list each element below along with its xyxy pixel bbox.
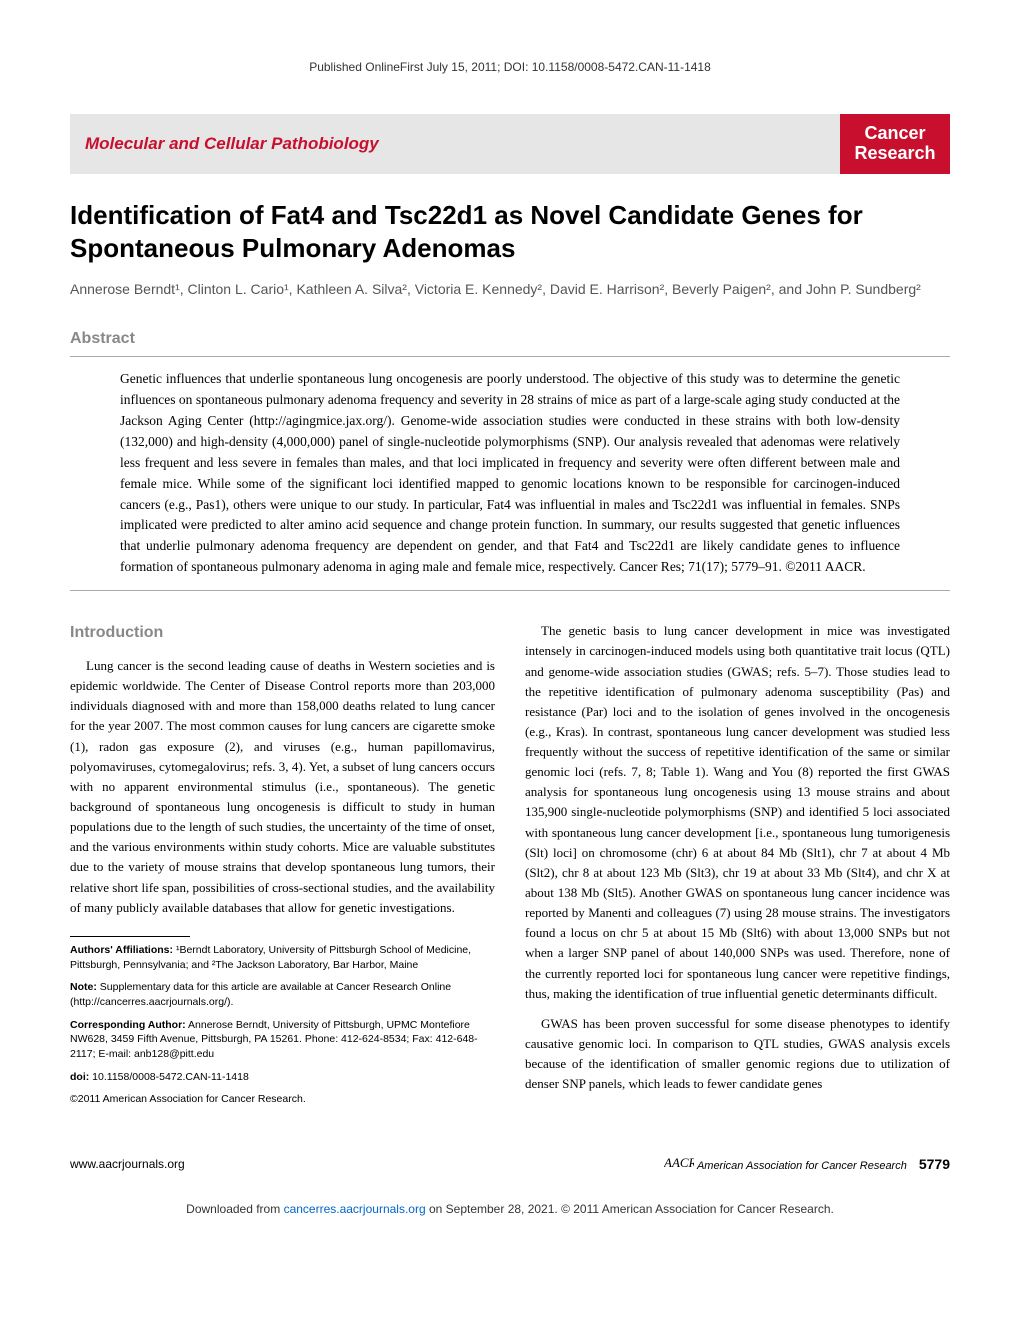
footnote-corresponding: Corresponding Author: Annerose Berndt, U… bbox=[70, 1018, 495, 1062]
journal-badge-line1: Cancer bbox=[864, 124, 925, 144]
left-column: Introduction Lung cancer is the second l… bbox=[70, 621, 495, 1115]
right-paragraph-1: The genetic basis to lung cancer develop… bbox=[525, 621, 950, 1004]
footnote-note-text: Supplementary data for this article are … bbox=[70, 981, 451, 1008]
aacr-logo-icon: AACR bbox=[664, 1155, 694, 1169]
download-notice: Downloaded from cancerres.aacrjournals.o… bbox=[70, 1202, 950, 1216]
footer-right: AACR American Association for Cancer Res… bbox=[664, 1155, 950, 1172]
footnote-affiliations: Authors' Affiliations: ¹Berndt Laborator… bbox=[70, 943, 495, 972]
download-notice-link[interactable]: cancerres.aacrjournals.org bbox=[284, 1202, 426, 1216]
footer-url: www.aacrjournals.org bbox=[70, 1157, 185, 1171]
page-number: 5779 bbox=[919, 1156, 950, 1172]
abstract-heading: Abstract bbox=[70, 330, 950, 348]
introduction-heading: Introduction bbox=[70, 621, 495, 646]
abstract-text: Genetic influences that underlie spontan… bbox=[70, 369, 950, 578]
aacr-logo-text: American Association for Cancer Research bbox=[697, 1160, 907, 1172]
svg-text:AACR: AACR bbox=[664, 1155, 694, 1169]
section-bar: Molecular and Cellular Pathobiology Canc… bbox=[70, 114, 950, 174]
footnote-note: Note: Supplementary data for this articl… bbox=[70, 980, 495, 1009]
footnote-rule bbox=[70, 936, 190, 937]
journal-badge-line2: Research bbox=[854, 144, 935, 164]
author-list: Annerose Berndt¹, Clinton L. Cario¹, Kat… bbox=[70, 279, 950, 300]
abstract-rule-bottom bbox=[70, 590, 950, 591]
page-footer: www.aacrjournals.org AACR American Assoc… bbox=[70, 1155, 950, 1172]
footnote-doi-text: 10.1158/0008-5472.CAN-11-1418 bbox=[89, 1071, 249, 1083]
footnote-corresponding-label: Corresponding Author: bbox=[70, 1019, 186, 1031]
two-column-body: Introduction Lung cancer is the second l… bbox=[70, 621, 950, 1115]
download-notice-suffix: on September 28, 2021. © 2011 American A… bbox=[426, 1202, 834, 1216]
footnote-doi: doi: 10.1158/0008-5472.CAN-11-1418 bbox=[70, 1070, 495, 1085]
footnote-copyright: ©2011 American Association for Cancer Re… bbox=[70, 1092, 495, 1107]
footnote-note-label: Note: bbox=[70, 981, 97, 993]
intro-paragraph-1: Lung cancer is the second leading cause … bbox=[70, 656, 495, 918]
footnote-affiliations-label: Authors' Affiliations: bbox=[70, 944, 173, 956]
abstract-rule-top bbox=[70, 356, 950, 357]
right-column: The genetic basis to lung cancer develop… bbox=[525, 621, 950, 1115]
page-container: Published OnlineFirst July 15, 2011; DOI… bbox=[0, 0, 1020, 1256]
right-paragraph-2: GWAS has been proven successful for some… bbox=[525, 1014, 950, 1095]
journal-badge: Cancer Research bbox=[840, 114, 950, 174]
download-notice-prefix: Downloaded from bbox=[186, 1202, 283, 1216]
section-label: Molecular and Cellular Pathobiology bbox=[70, 114, 840, 174]
publication-header: Published OnlineFirst July 15, 2011; DOI… bbox=[70, 60, 950, 74]
footnote-doi-label: doi: bbox=[70, 1071, 89, 1083]
aacr-logo: AACR American Association for Cancer Res… bbox=[664, 1155, 907, 1172]
article-title: Identification of Fat4 and Tsc22d1 as No… bbox=[70, 199, 950, 264]
